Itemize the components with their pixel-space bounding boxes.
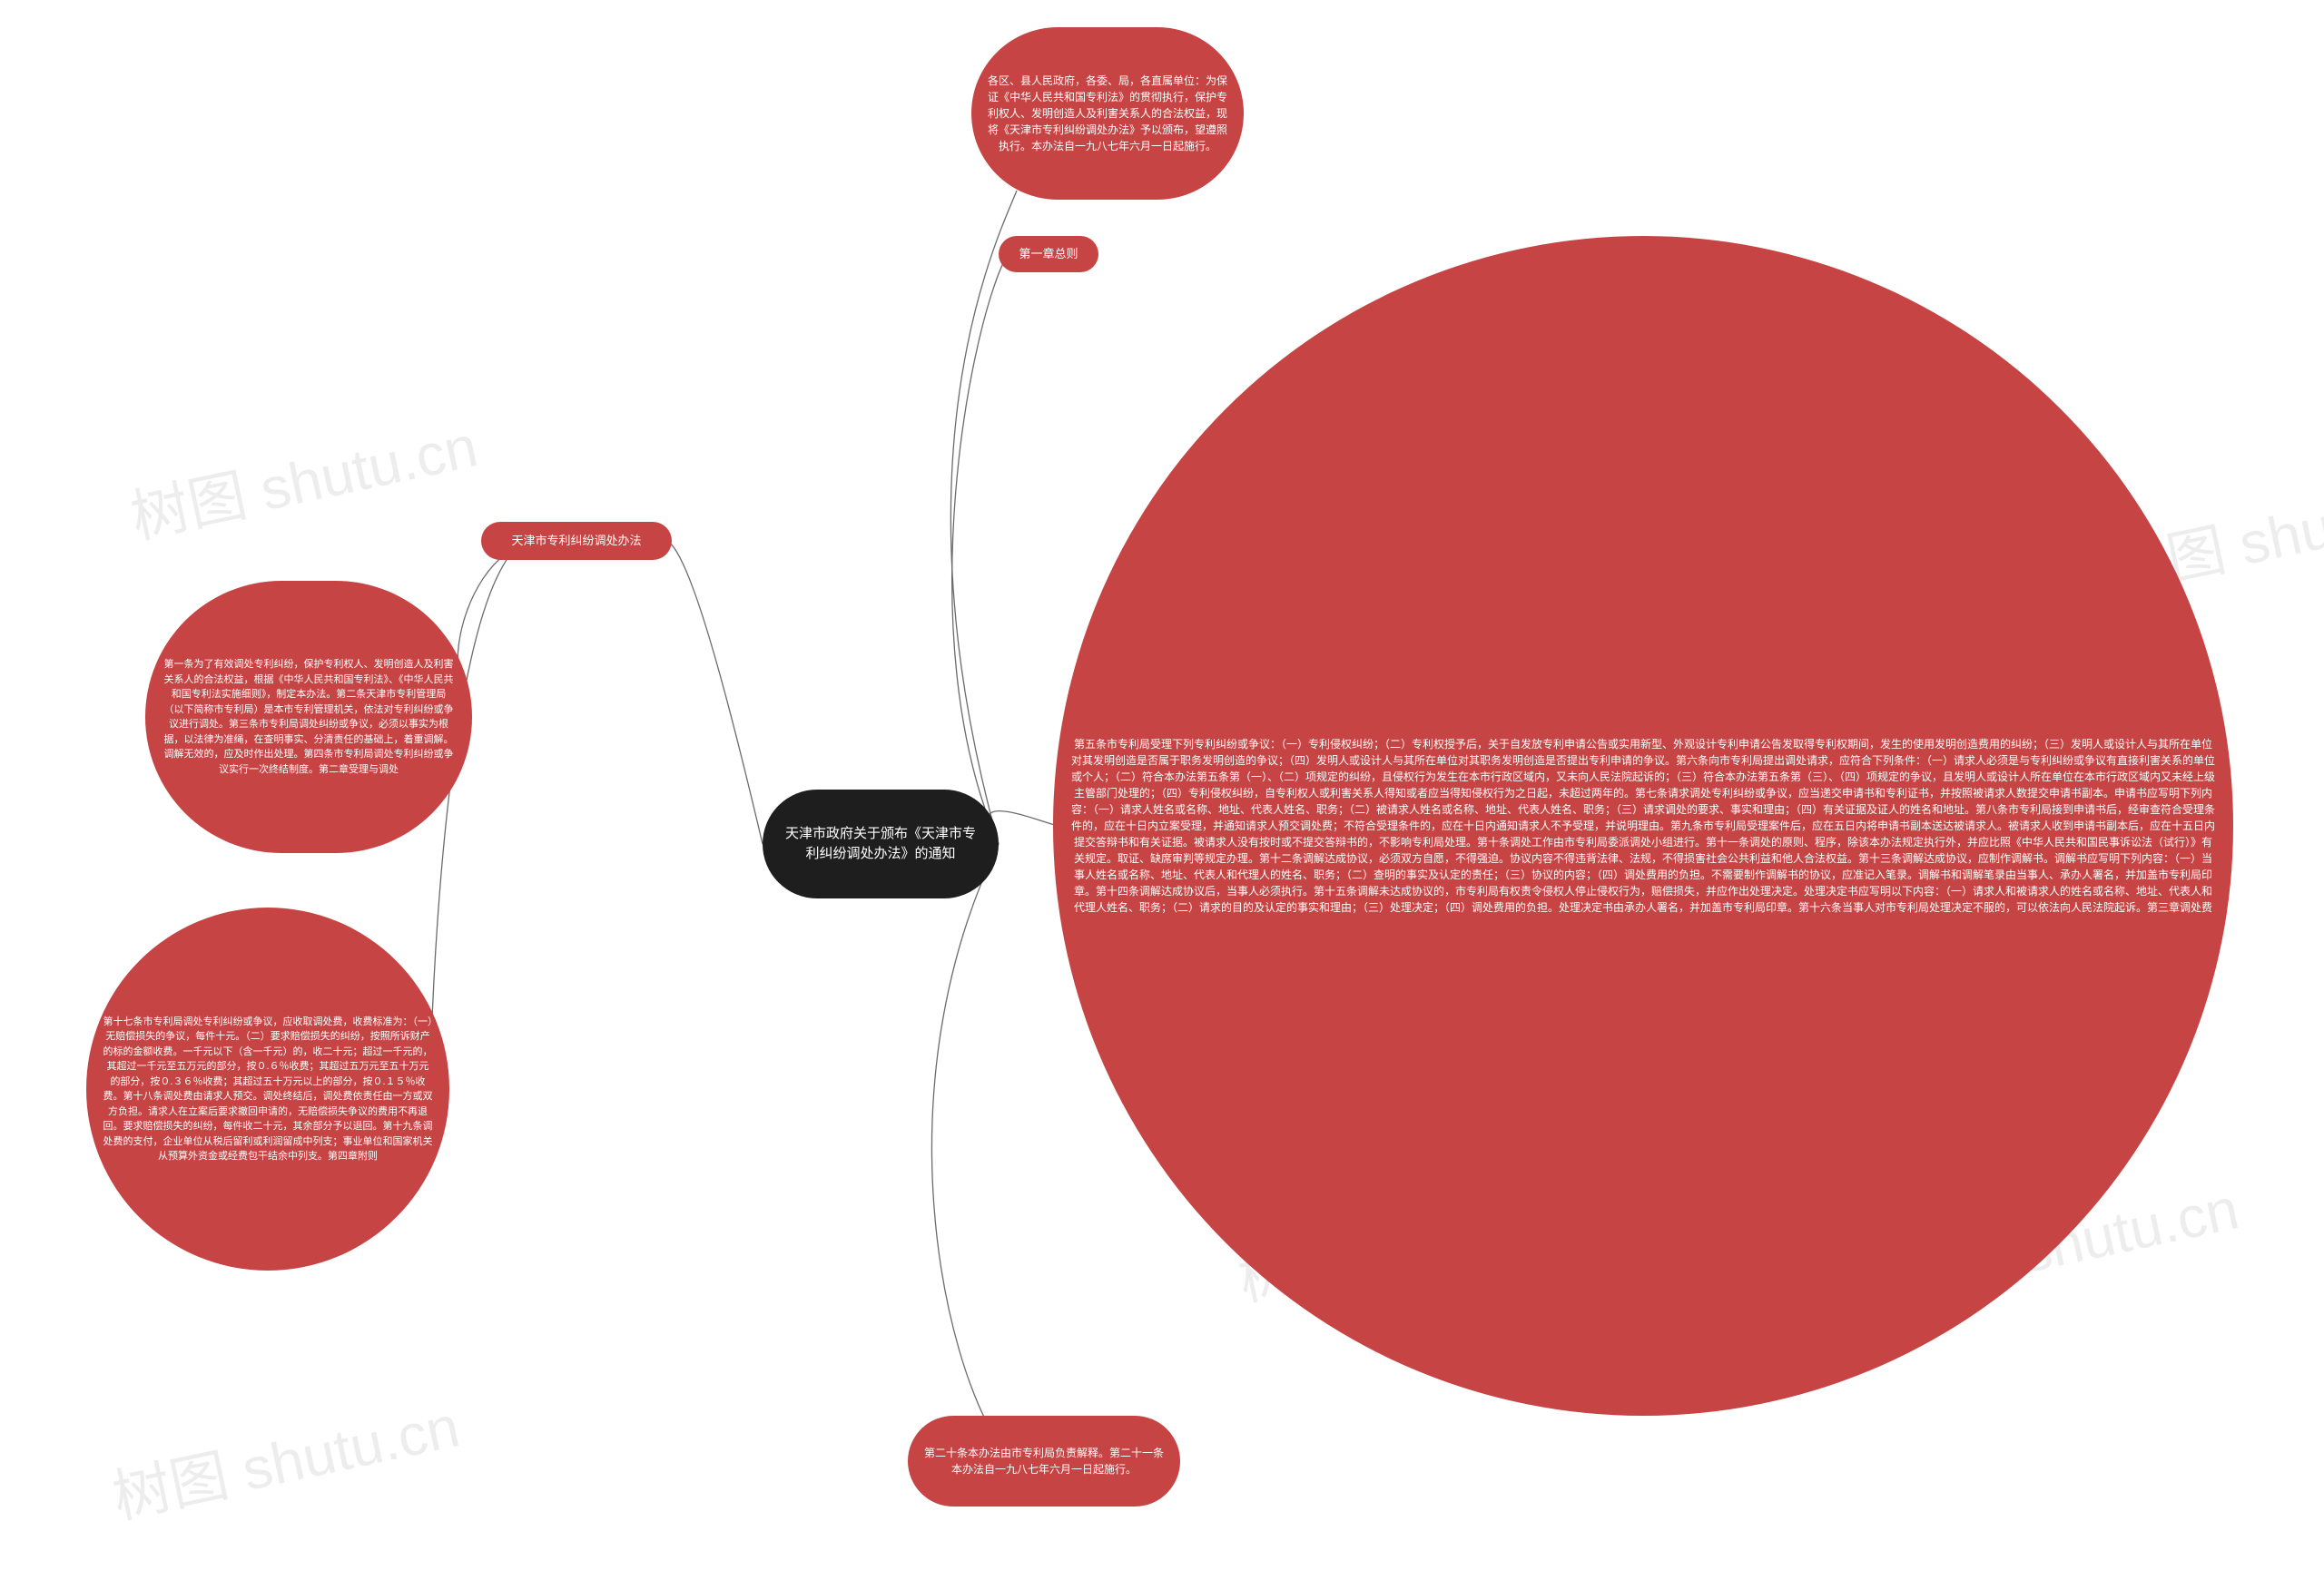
node-big: 第五条市专利局受理下列专利纠纷或争议：（一）专利侵权纠纷；（二）专利权授予后，关…: [1053, 236, 2233, 1416]
edge: [950, 191, 1017, 844]
node-leftUpper: 第一条为了有效调处专利纠纷，保护专利权人、发明创造人及利害关系人的合法权益，根据…: [145, 581, 472, 853]
node-leftLower: 第十七条市专利局调处专利纠纷或争议，应收取调处费，收费标准为：（一）无赔偿损失的…: [86, 908, 449, 1271]
node-root: 天津市政府关于颁布《天津市专利纠纷调处办法》的通知: [763, 790, 999, 898]
node-leftTitle: 天津市专利纠纷调处办法: [481, 522, 672, 560]
edge: [931, 844, 999, 1443]
node-label: 天津市政府关于颁布《天津市专利纠纷调处办法》的通知: [779, 824, 982, 865]
node-label: 第二十条本办法由市专利局负责解释。第二十一条本办法自一九八七年六月一日起施行。: [924, 1445, 1164, 1477]
node-label: 第五条市专利局受理下列专利纠纷或争议：（一）专利侵权纠纷；（二）专利权授予后，关…: [1069, 736, 2217, 916]
node-label: 天津市专利纠纷调处办法: [511, 532, 641, 550]
watermark: 树图 shutu.cn: [104, 1380, 466, 1536]
edge: [667, 541, 763, 844]
node-bottom: 第二十条本办法由市专利局负责解释。第二十一条本办法自一九八七年六月一日起施行。: [908, 1416, 1180, 1507]
diagram-canvas: 树图 shutu.cn树图 shutu.cn树图 shutu.cn树图 shut…: [0, 0, 2324, 1590]
watermark: 树图 shutu.cn: [123, 400, 484, 555]
edge: [458, 555, 504, 672]
node-label: 第一条为了有效调处专利纠纷，保护专利权人、发明创造人及利害关系人的合法权益，根据…: [162, 657, 456, 777]
node-chapter1: 第一章总则: [999, 236, 1098, 272]
node-label: 第十七条市专利局调处专利纠纷或争议，应收取调处费，收费标准为：（一）无赔偿损失的…: [103, 1015, 433, 1164]
node-top1: 各区、县人民政府，各委、局，各直属单位：为保证《中华人民共和国专利法》的贯彻执行…: [971, 27, 1244, 200]
node-label: 各区、县人民政府，各委、局，各直属单位：为保证《中华人民共和国专利法》的贯彻执行…: [988, 73, 1227, 154]
edge: [952, 254, 1008, 844]
node-label: 第一章总则: [1019, 245, 1078, 263]
